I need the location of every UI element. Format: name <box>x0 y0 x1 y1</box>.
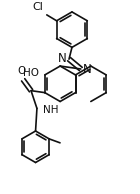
Text: Cl: Cl <box>32 2 43 12</box>
Text: NH: NH <box>43 105 58 115</box>
Text: N: N <box>58 52 66 65</box>
Text: O: O <box>17 66 25 76</box>
Text: N: N <box>83 63 92 76</box>
Text: HO: HO <box>23 68 39 78</box>
